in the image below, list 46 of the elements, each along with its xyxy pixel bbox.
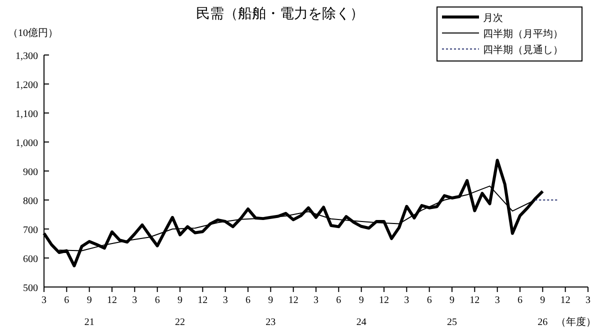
- text: 25: [447, 317, 457, 328]
- x-tick-label: 6: [336, 295, 342, 306]
- x-tick-label: 9: [450, 295, 454, 306]
- x-tick-label: 9: [178, 295, 182, 306]
- legend-label: 四半期（見通し）: [483, 44, 563, 56]
- y-tick-label: 1,300: [16, 51, 38, 62]
- text: 24: [356, 317, 366, 328]
- x-axis-title: （年度）: [556, 316, 596, 328]
- text: 21: [84, 317, 94, 328]
- legend-label: 月次: [483, 13, 503, 24]
- legend-label: 四半期（月平均）: [483, 28, 563, 40]
- x-tick-label: 3: [404, 295, 410, 306]
- x-tick-label: 12: [560, 295, 570, 306]
- y-tick-label: 1,100: [16, 109, 38, 120]
- text: 23: [266, 317, 276, 328]
- text: 26: [538, 317, 548, 328]
- x-tick-label: 3: [586, 295, 590, 306]
- x-tick-label: 6: [246, 295, 250, 306]
- x-tick-label: 6: [518, 295, 522, 306]
- x-tick-label: 12: [288, 295, 298, 306]
- x-tick-label: 12: [107, 295, 117, 306]
- x-tick-label: 3: [494, 295, 500, 306]
- y-tick-label: 500: [23, 283, 38, 294]
- y-tick-label: 700: [23, 225, 38, 236]
- x-tick-label: 3: [314, 295, 318, 306]
- x-tick-label: 6: [426, 295, 432, 306]
- x-tick-label: 3: [132, 295, 138, 306]
- y-tick-label: 600: [23, 254, 38, 265]
- x-tick-label: 6: [154, 295, 160, 306]
- y-tick-label: 1,000: [16, 138, 38, 149]
- chart-title: 民需（船舶・電力を除く）: [196, 6, 364, 22]
- x-tick-label: 6: [64, 295, 70, 306]
- x-tick-label: 9: [86, 295, 92, 306]
- text: 22: [175, 317, 185, 328]
- x-tick-label: 12: [470, 295, 480, 306]
- x-tick-label: 9: [358, 295, 364, 306]
- x-tick-label: 12: [198, 295, 208, 306]
- y-tick-label: 900: [23, 167, 38, 178]
- x-tick-label: 9: [268, 295, 274, 306]
- x-tick-label: 12: [379, 295, 389, 306]
- y-tick-label: 800: [23, 196, 38, 207]
- x-tick-label: 3: [222, 295, 228, 306]
- y-axis-title: （10億円）: [8, 27, 58, 39]
- x-tick-label: 9: [540, 295, 546, 306]
- y-tick-label: 1,200: [16, 80, 38, 91]
- x-tick-label: 3: [42, 295, 46, 306]
